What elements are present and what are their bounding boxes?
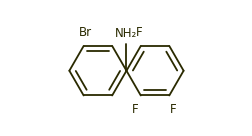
Text: F: F: [136, 26, 142, 38]
Text: Br: Br: [78, 26, 91, 38]
Text: F: F: [132, 103, 138, 116]
Text: NH₂: NH₂: [115, 27, 137, 40]
Text: F: F: [169, 103, 176, 116]
